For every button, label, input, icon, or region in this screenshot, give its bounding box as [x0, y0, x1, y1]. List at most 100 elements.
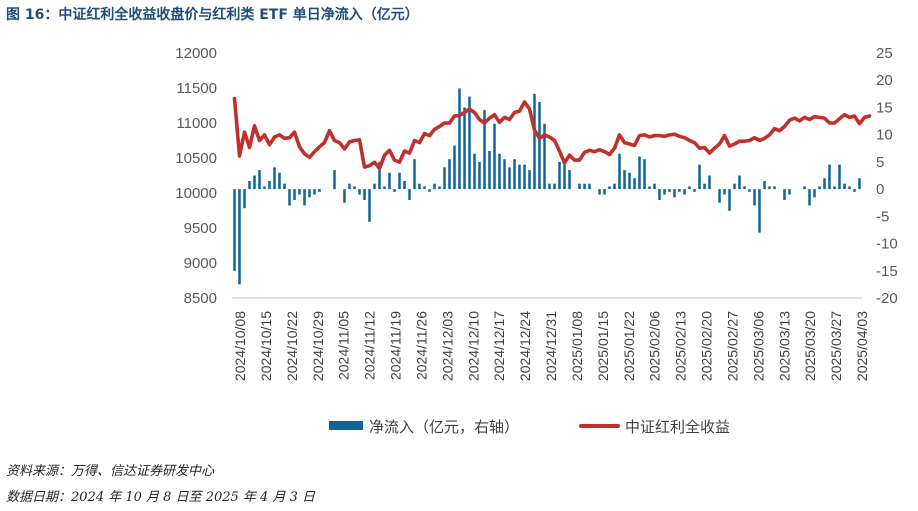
inflow-bar — [548, 183, 551, 190]
x-axis-tick: 2024/12/24 — [517, 311, 533, 381]
index-line — [232, 96, 872, 171]
inflow-bar — [543, 123, 546, 190]
inflow-bar — [638, 156, 641, 190]
inflow-bar — [388, 172, 391, 190]
inflow-bar — [563, 164, 566, 190]
right-axis-tick: 10 — [876, 127, 893, 144]
inflow-bar — [678, 189, 681, 192]
inflow-bar — [528, 170, 531, 190]
right-axis-tick: -5 — [876, 208, 889, 225]
x-axis-tick: 2025/03/06 — [750, 311, 766, 381]
inflow-bar — [403, 180, 406, 190]
inflow-bar — [493, 123, 496, 190]
inflow-bar — [728, 189, 731, 211]
inflow-bar — [413, 159, 416, 190]
inflow-bar — [603, 189, 606, 195]
right-axis-tick: 20 — [876, 72, 893, 89]
inflow-bar — [668, 189, 671, 192]
left-axis-tick: 9500 — [184, 220, 217, 237]
left-axis-tick: 10000 — [175, 185, 217, 202]
inflow-bar — [623, 170, 626, 190]
right-axis-tick: -15 — [876, 263, 898, 280]
inflow-bar — [693, 189, 696, 192]
inflow-bar — [428, 189, 431, 192]
inflow-bar — [253, 175, 256, 190]
inflow-bar — [363, 189, 366, 200]
inflow-bar — [508, 167, 511, 190]
inflow-bar — [273, 167, 276, 190]
inflow-bar — [488, 151, 491, 190]
inflow-bar — [383, 186, 386, 190]
x-axis-tick: 2025/01/15 — [595, 311, 611, 381]
inflow-bar — [278, 172, 281, 190]
inflow-bar — [788, 189, 791, 195]
inflow-bar — [318, 189, 321, 192]
inflow-bar — [483, 110, 486, 190]
inflow-bar — [748, 189, 751, 192]
inflow-bar — [658, 189, 661, 200]
inflow-bar — [313, 189, 316, 195]
inflow-bar — [463, 107, 466, 190]
x-axis-tick: 2024/11/05 — [336, 311, 352, 380]
inflow-bar — [448, 159, 451, 190]
inflow-bar — [558, 161, 561, 190]
legend-label-line: 中证红利全收益 — [625, 418, 730, 436]
right-axis-tick: 15 — [876, 99, 893, 116]
left-axis-tick: 12000 — [175, 45, 217, 62]
left-axis-tick: 8500 — [184, 290, 217, 307]
inflow-bar — [268, 180, 271, 190]
inflow-bar — [333, 170, 336, 190]
legend-label-bar: 净流入（亿元，右轴） — [369, 418, 519, 436]
inflow-bar — [633, 178, 636, 190]
inflow-bar — [523, 164, 526, 190]
inflow-bar — [578, 183, 581, 190]
inflow-bar — [598, 189, 601, 195]
inflow-bar — [288, 189, 291, 206]
inflow-bar — [518, 164, 521, 190]
inflow-bar — [773, 186, 776, 190]
inflow-bar — [393, 189, 396, 192]
x-axis-tick: 2024/12/10 — [465, 311, 481, 381]
x-axis-tick: 2024/12/03 — [439, 311, 455, 381]
x-axis-tick: 2024/11/19 — [388, 311, 404, 380]
inflow-bar — [808, 189, 811, 206]
inflow-bar — [368, 189, 371, 222]
inflow-bar — [468, 96, 471, 190]
inflow-bar — [803, 186, 806, 190]
inflow-bar — [298, 189, 301, 195]
x-axis-tick: 2025/02/06 — [647, 311, 663, 381]
dual-axis-chart: 12000 11500 11000 10500 10000 9500 9000 8500 25 2… — [175, 45, 897, 436]
inflow-bar — [828, 164, 831, 190]
inflow-bar — [453, 145, 456, 190]
inflow-bar — [263, 186, 266, 190]
inflow-bar — [443, 167, 446, 190]
inflow-bar — [858, 178, 861, 190]
inflow-bar — [398, 172, 401, 190]
x-axis-tick: 2025/01/08 — [569, 311, 585, 381]
inflow-bar — [303, 189, 306, 206]
inflow-bar — [688, 186, 691, 190]
inflow-bar — [763, 180, 766, 190]
inflow-bar — [243, 189, 246, 209]
x-axis-tick: 2025/03/20 — [802, 311, 818, 381]
x-axis-tick: 2024/11/26 — [413, 311, 429, 380]
left-axis-tick: 9000 — [184, 255, 217, 272]
inflow-bar — [643, 159, 646, 190]
left-axis-tick: 10500 — [175, 150, 217, 167]
x-axis-tick: 2025/02/27 — [724, 311, 740, 381]
inflow-bar — [673, 189, 676, 198]
inflow-bar — [308, 189, 311, 198]
inflow-bar — [753, 189, 756, 206]
inflow-bar — [838, 164, 841, 190]
inflow-bar — [458, 88, 461, 190]
inflow-bar — [408, 189, 411, 200]
inflow-bar — [608, 186, 611, 190]
net-inflow-bars — [233, 88, 861, 285]
inflow-bar — [473, 153, 476, 190]
right-axis-tick: -10 — [876, 236, 898, 253]
axes: 12000 11500 11000 10500 10000 9500 9000 8500 25 2… — [175, 45, 897, 381]
right-axis-tick: 25 — [876, 45, 893, 62]
inflow-bar — [568, 170, 571, 190]
inflow-bar — [818, 186, 821, 190]
inflow-bar — [533, 93, 536, 190]
